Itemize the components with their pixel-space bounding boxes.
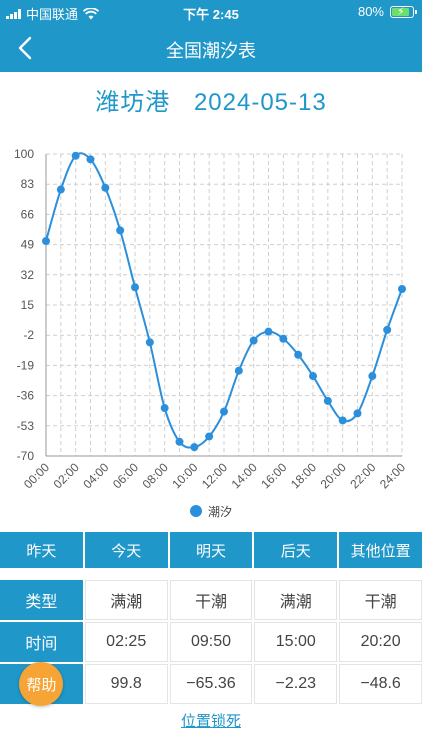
tomorrow-button[interactable]: 明天 [169, 532, 253, 568]
tide-data-point [249, 336, 258, 345]
tide-data-point [145, 338, 154, 347]
tide-data-point [398, 285, 406, 294]
tide-data-point [309, 372, 317, 381]
tide-height-cell: −48.6 [339, 664, 422, 704]
status-time: 下午 2:45 [183, 7, 239, 22]
y-tick-label: -2 [23, 328, 34, 342]
x-tick-label: 22:00 [347, 460, 378, 491]
today-button[interactable]: 今天 [84, 532, 168, 568]
tide-height-cell: −65.36 [169, 664, 253, 704]
y-tick-label: -53 [17, 419, 35, 433]
tide-data-point [205, 432, 214, 441]
tide-table: 类型 满潮 干潮 满潮 干潮 时间 02:25 09:50 15:00 20:2… [0, 580, 422, 706]
port-date-heading: 潍坊港 2024-05-13 [0, 82, 422, 117]
tide-data-point [368, 372, 377, 381]
tide-data-point [71, 151, 80, 160]
tide-data-point [383, 325, 392, 334]
tide-type-cell: 满潮 [254, 580, 338, 620]
wifi-icon [83, 7, 100, 19]
tide-data-point [338, 416, 347, 425]
y-tick-label: 100 [14, 147, 34, 161]
tide-height-cell: 99.8 [84, 664, 168, 704]
y-tick-label: -36 [17, 389, 35, 403]
tide-type-cell: 干潮 [169, 580, 253, 620]
y-tick-label: -19 [17, 358, 35, 372]
y-tick-label: 66 [21, 207, 35, 221]
tide-data-point [175, 437, 184, 446]
tide-data-point [86, 155, 95, 164]
nav-bar: 全国潮汐表 [0, 24, 422, 72]
x-tick-label: 06:00 [110, 460, 141, 491]
y-tick-label: 49 [21, 238, 35, 252]
x-tick-label: 00:00 [21, 460, 52, 491]
tide-data-point [131, 283, 139, 292]
table-row-height: 帮助 99.8 −65.36 −2.23 −48.6 [0, 662, 422, 706]
tide-date: 2024-05-13 [193, 89, 327, 116]
day-selector: 昨天 今天 明天 后天 其他位置 [0, 532, 422, 568]
x-tick-label: 02:00 [51, 460, 82, 491]
table-row-type: 类型 满潮 干潮 满潮 干潮 [0, 580, 422, 620]
tide-time-cell: 09:50 [169, 622, 253, 662]
legend-marker [190, 505, 202, 517]
signal-strength-icon [6, 8, 21, 19]
tide-data-point [56, 185, 65, 194]
x-tick-label: 14:00 [229, 460, 260, 491]
port-name: 潍坊港 [95, 89, 171, 116]
y-tick-label: 32 [21, 268, 35, 282]
tide-data-point [294, 350, 303, 359]
y-tick-label: -70 [17, 449, 35, 463]
tide-data-point [116, 226, 125, 235]
tide-data-point [190, 443, 199, 452]
tide-data-point [323, 396, 332, 405]
tide-data-point [220, 407, 228, 416]
tide-time-cell: 02:25 [84, 622, 168, 662]
tide-time-cell: 15:00 [254, 622, 338, 662]
x-tick-label: 12:00 [199, 460, 230, 491]
table-row-time: 时间 02:25 09:50 15:00 20:20 [0, 622, 422, 662]
battery-charging-icon: ⚡ [390, 5, 417, 18]
day-after-tomorrow-button[interactable]: 后天 [254, 532, 338, 568]
x-tick-label: 18:00 [288, 460, 319, 491]
status-bar: 中国联通 下午 2:45 80% ⚡ [0, 0, 422, 24]
help-button[interactable]: 帮助 [19, 662, 64, 706]
tide-data-point [42, 237, 50, 246]
help-cell: 帮助 [0, 662, 83, 706]
location-lock-link[interactable]: 位置锁死 [180, 713, 241, 730]
tide-data-point [234, 366, 243, 375]
back-arrow-icon[interactable] [12, 32, 40, 64]
x-tick-label: 20:00 [318, 460, 349, 491]
x-tick-label: 08:00 [140, 460, 171, 491]
yesterday-button[interactable]: 昨天 [0, 532, 83, 568]
x-tick-label: 04:00 [80, 460, 111, 491]
tide-data-point [160, 404, 169, 413]
y-tick-label: 15 [21, 298, 35, 312]
x-tick-label: 24:00 [377, 460, 408, 491]
tide-height-cell: −2.23 [254, 664, 338, 704]
other-location-button[interactable]: 其他位置 [339, 532, 422, 568]
tide-data-point [101, 183, 110, 192]
time-header: 时间 [0, 622, 83, 662]
tide-data-point [279, 334, 288, 343]
tide-time-cell: 20:20 [339, 622, 422, 662]
page-title: 全国潮汐表 [166, 41, 256, 61]
tide-chart: 100 83 66 49 32 15 -2 -19 -36 -53 -7000:0002:0004:… [14, 147, 408, 519]
battery-percent: 80% [357, 4, 384, 19]
type-header: 类型 [0, 580, 83, 620]
legend-label: 潮汐 [208, 504, 232, 519]
carrier-name: 中国联通 [26, 7, 79, 22]
tide-type-cell: 满潮 [84, 580, 168, 620]
tide-data-point [264, 327, 273, 336]
x-tick-label: 10:00 [169, 460, 200, 491]
x-tick-label: 16:00 [258, 460, 289, 491]
tide-data-point [353, 409, 362, 418]
y-tick-label: 83 [21, 177, 35, 191]
tide-type-cell: 干潮 [339, 580, 422, 620]
